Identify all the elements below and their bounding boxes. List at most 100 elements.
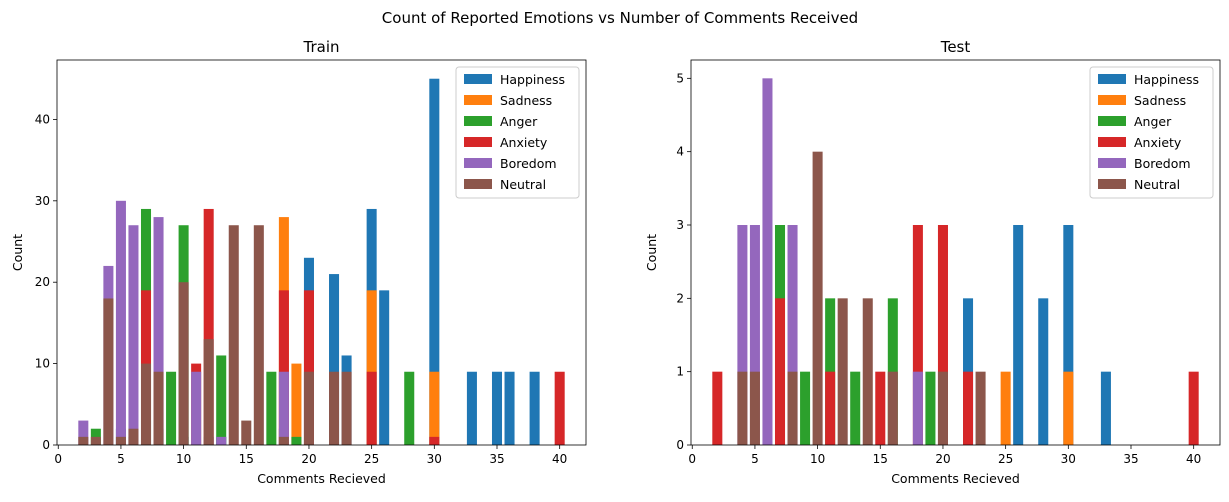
chart-0-legend-label-anxiety: Anxiety <box>500 135 548 150</box>
chart-1-bar-anxiety-11 <box>825 371 836 445</box>
chart-0-axes-frame <box>56 59 587 446</box>
chart-0-bar-neutral-16 <box>253 225 264 445</box>
train-chart: 0 5 10 15 20 25 30 35 40 0 10 20 30 40 Train Comments R… <box>10 38 587 486</box>
chart-0-bar-neutral-3 <box>90 436 101 445</box>
chart-0-legend-swatch-neutral <box>464 179 492 189</box>
chart-0-bar-anger-19 <box>291 436 302 445</box>
chart-0-title: Train <box>303 38 340 56</box>
chart-1-x-axis-label: Comments Recieved <box>891 471 1020 486</box>
chart-0-bar-neutral-8 <box>153 371 164 445</box>
chart-0-x-tick-label-20: 20 <box>301 452 316 466</box>
chart-0-bar-sadness-19 <box>291 363 302 445</box>
figure-suptitle: Count of Reported Emotions vs Number of … <box>382 9 858 27</box>
chart-0-legend-label-anger: Anger <box>500 114 538 129</box>
chart-1-legend-label-anxiety: Anxiety <box>1134 135 1182 150</box>
chart-1-bar-neutral-8 <box>787 371 798 445</box>
chart-0-legend-swatch-sadness <box>464 95 492 105</box>
chart-0-legend-swatch-anxiety <box>464 137 492 147</box>
chart-1-bar-happiness-30 <box>1063 225 1074 445</box>
chart-0-bar-happiness-36 <box>504 371 515 445</box>
chart-1-bar-anger-9 <box>800 371 811 445</box>
chart-1-bar-boredom-4 <box>737 225 748 445</box>
chart-0-y-tick-label-20: 20 <box>35 275 50 289</box>
chart-1-bar-boredom-18 <box>912 371 923 445</box>
chart-1-legend-swatch-boredom <box>1098 158 1126 168</box>
chart-1-legend-label-boredom: Boredom <box>1134 156 1191 171</box>
chart-0-bar-anxiety-20 <box>303 290 314 445</box>
chart-0-bar-anxiety-25 <box>366 371 377 445</box>
chart-0-bar-sadness-25 <box>366 290 377 445</box>
chart-0-x-tick-label-15: 15 <box>239 452 254 466</box>
chart-0-bar-neutral-7 <box>140 363 152 445</box>
chart-1-bar-anxiety-40 <box>1188 371 1199 445</box>
chart-1-legend-label-sadness: Sadness <box>1134 93 1186 108</box>
chart-0-bar-neutral-5 <box>115 436 126 445</box>
chart-0-bar-happiness-33 <box>466 371 477 445</box>
chart-1-x-tick-label-10: 10 <box>810 452 825 466</box>
chart-1-x-tick-label-5: 5 <box>751 452 759 466</box>
chart-1-x-tick-label-15: 15 <box>873 452 888 466</box>
chart-0-bar-neutral-12 <box>203 339 214 445</box>
chart-1-y-tick-label-5: 5 <box>676 71 684 85</box>
chart-1-axes-frame <box>690 59 1221 446</box>
chart-0-legend-label-happiness: Happiness <box>500 72 565 87</box>
chart-1-bar-neutral-16 <box>887 371 898 445</box>
chart-0-bar-neutral-6 <box>128 428 139 445</box>
chart-0-y-axis-label: Count <box>10 234 25 271</box>
chart-1-bar-neutral-23 <box>975 371 986 445</box>
chart-0-bar-neutral-23 <box>341 371 352 445</box>
chart-0-x-tick-label-25: 25 <box>364 452 379 466</box>
chart-1-bar-anxiety-7 <box>774 298 786 445</box>
chart-1-legend-swatch-sadness <box>1098 95 1126 105</box>
chart-0-legend-swatch-boredom <box>464 158 492 168</box>
chart-0-bar-anger-9 <box>166 371 177 445</box>
chart-0-bar-anger-13 <box>216 355 227 445</box>
chart-1-legend-swatch-anxiety <box>1098 137 1126 147</box>
chart-0-bar-anxiety-18 <box>278 290 289 445</box>
chart-0-bar-neutral-22 <box>329 371 340 445</box>
chart-0-y-tick-label-10: 10 <box>35 357 50 371</box>
chart-0-bar-anger-17 <box>266 371 277 445</box>
chart-0-bar-happiness-35 <box>491 371 503 445</box>
chart-1-bar-happiness-22 <box>963 298 974 445</box>
chart-0-x-tick-label-30: 30 <box>427 452 442 466</box>
chart-0-bar-happiness-38 <box>529 371 540 445</box>
chart-1-legend: Happiness Sadness Anger Anxiety Boredom Neutr… <box>1089 66 1214 199</box>
chart-1-bar-boredom-8 <box>787 225 798 445</box>
chart-1-bar-happiness-33 <box>1100 371 1111 445</box>
chart-0-y-tick-label-40: 40 <box>35 112 50 126</box>
chart-0-bar-neutral-20 <box>303 371 314 445</box>
chart-1-bar-boredom-5 <box>749 225 760 445</box>
chart-0-bar-anxiety-40 <box>554 371 565 445</box>
chart-0-y-tick-label-0: 0 <box>42 438 50 452</box>
chart-0-bar-boredom-18 <box>278 371 289 445</box>
chart-1-bar-anxiety-2 <box>712 371 723 445</box>
chart-0-x-axis-label: Comments Recieved <box>257 471 386 486</box>
chart-1-legend-swatch-neutral <box>1098 179 1126 189</box>
chart-1-bar-sadness-25 <box>1000 371 1011 445</box>
chart-0-legend-label-sadness: Sadness <box>500 93 552 108</box>
chart-0-legend-swatch-happiness <box>464 74 492 84</box>
chart-0-x-tick-label-10: 10 <box>176 452 191 466</box>
chart-0-bar-happiness-22 <box>329 274 340 445</box>
chart-0-bar-boredom-13 <box>216 436 227 445</box>
chart-0-bar-sadness-30 <box>429 371 440 445</box>
chart-0-legend-label-boredom: Boredom <box>500 156 557 171</box>
chart-1-y-tick-label-1: 1 <box>676 365 684 379</box>
chart-1-legend-label-neutral: Neutral <box>1134 177 1180 192</box>
chart-0-legend: Happiness Sadness Anger Anxiety Boredom Neutr… <box>455 66 580 199</box>
chart-0-bar-boredom-8 <box>153 217 164 445</box>
chart-1-legend-label-happiness: Happiness <box>1134 72 1199 87</box>
chart-0-bar-neutral-10 <box>178 282 189 445</box>
chart-1-legend-label-anger: Anger <box>1134 114 1172 129</box>
chart-1-bar-anxiety-20 <box>937 225 948 445</box>
chart-1-bar-neutral-5 <box>749 371 760 445</box>
chart-0-bar-happiness-30 <box>429 78 440 445</box>
chart-1-legend-swatch-happiness <box>1098 74 1126 84</box>
chart-1-title: Test <box>940 38 971 56</box>
chart-1-bar-anger-11 <box>825 298 836 445</box>
chart-0-bar-boredom-2 <box>78 420 89 445</box>
chart-1-bar-anxiety-22 <box>963 371 974 445</box>
chart-0-x-tick-label-5: 5 <box>117 452 125 466</box>
